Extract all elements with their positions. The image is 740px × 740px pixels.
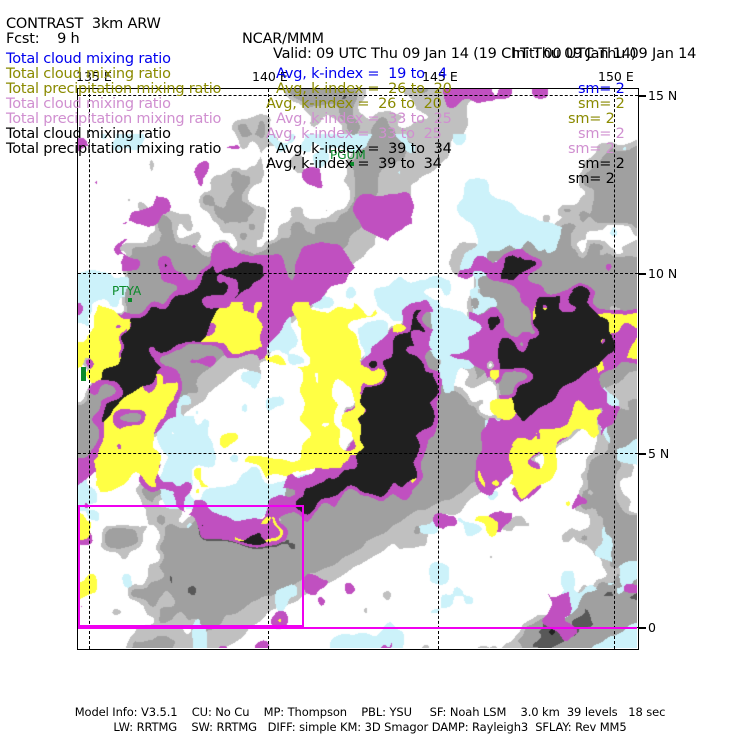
lat-tick-0 xyxy=(639,95,646,97)
forecast-map[interactable]: PGUM PTYA xyxy=(77,88,639,650)
gridline-lon-145 xyxy=(438,89,439,649)
model-field-raster xyxy=(78,89,637,648)
legend-row-1: Total cloud mixing ratio Avg, k-index = … xyxy=(0,52,740,112)
equator-highlight-line xyxy=(78,627,637,629)
model-title: CONTRAST 3km ARW xyxy=(6,16,161,32)
station-marker-pgum xyxy=(350,162,354,166)
center-name: NCAR/MMM xyxy=(242,31,324,47)
lon-label-0: 135 E xyxy=(76,69,112,84)
lat-label-2: 5 N xyxy=(648,446,670,461)
legend-row-0: Total cloud mixing ratio Avg, k-index = … xyxy=(0,37,740,97)
station-label-ptya: PTYA xyxy=(112,284,142,298)
lon-label-1: 140 E xyxy=(252,69,288,84)
header-line-2: Fcst: 9 h Valid: 09 UTC Thu 09 Jan 14 (1… xyxy=(0,17,740,62)
station-label-pgum: PGUM xyxy=(330,148,366,162)
gridline-lon-140 xyxy=(268,89,269,649)
gridline-lat-10N xyxy=(78,273,638,274)
lat-label-3: 0 xyxy=(648,620,656,635)
forecast-hour: Fcst: 9 h xyxy=(6,31,80,47)
lat-label-1: 10 N xyxy=(648,266,678,281)
gridline-lat-15N xyxy=(78,95,638,96)
gridline-lon-150 xyxy=(614,89,615,649)
header-line-1: CONTRAST 3km ARW NCAR/MMM Init: 00 UTC T… xyxy=(0,2,740,62)
lat-tick-2 xyxy=(639,453,646,455)
station-marker-edge xyxy=(81,367,86,381)
lon-label-3: 150 E xyxy=(598,69,634,84)
init-time: Init: 00 UTC Thu 09 Jan 14 xyxy=(512,46,697,62)
gridline-lon-135 xyxy=(89,89,90,649)
station-marker-ptya xyxy=(128,298,132,302)
gridline-lat-5N xyxy=(78,453,638,454)
lat-label-0: 15 N xyxy=(648,88,678,103)
lat-tick-3 xyxy=(639,627,646,629)
model-info-line-2: LW: RRTMG SW: RRTMG DIFF: simple KM: 3D … xyxy=(113,720,627,734)
lon-label-2: 145 E xyxy=(422,69,458,84)
valid-time: Valid: 09 UTC Thu 09 Jan 14 (19 ChT Thu … xyxy=(273,46,637,62)
lat-tick-1 xyxy=(639,273,646,275)
legend-field-0: Total cloud mixing ratio xyxy=(6,51,171,67)
nest-domain-box xyxy=(78,505,304,627)
model-info-line-1: Model Info: V3.5.1 CU: No Cu MP: Thompso… xyxy=(74,705,666,719)
